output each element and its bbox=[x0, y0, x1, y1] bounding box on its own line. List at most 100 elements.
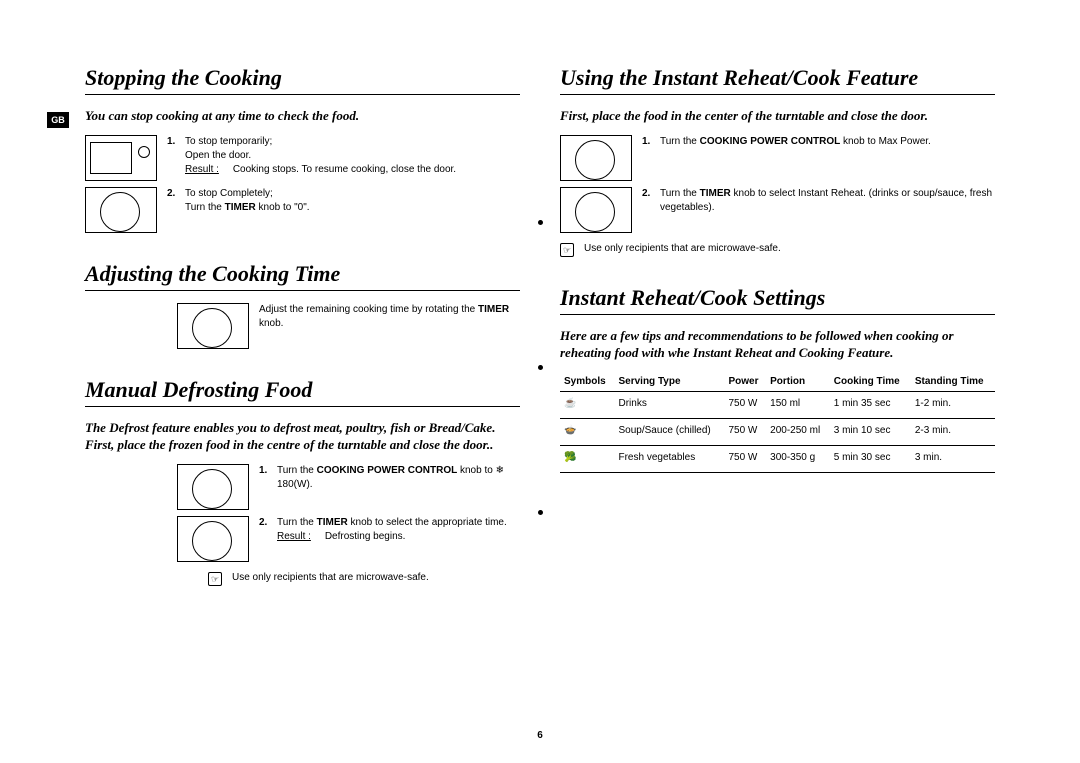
cell-symbol: 🥦 bbox=[560, 445, 614, 472]
step-body: Turn the TIMER knob to select the approp… bbox=[277, 516, 507, 544]
text: 180(W). bbox=[277, 479, 313, 490]
cell-type: Soup/Sauce (chilled) bbox=[614, 418, 724, 445]
heading-stopping: Stopping the Cooking bbox=[85, 65, 520, 95]
note-text: Use only recipients that are microwave-s… bbox=[232, 572, 429, 583]
timer-dial-illustration bbox=[177, 516, 249, 562]
step-number: 1. bbox=[259, 464, 271, 492]
cell-power: 750 W bbox=[724, 418, 766, 445]
result-label: Result : bbox=[185, 164, 219, 175]
cell-type: Drinks bbox=[614, 391, 724, 418]
step-body: Turn the COOKING POWER CONTROL knob to M… bbox=[660, 135, 931, 149]
column-divider-dots bbox=[538, 65, 543, 515]
cell-portion: 300-350 g bbox=[766, 445, 830, 472]
intro-settings: Here are a few tips and recommendations … bbox=[560, 327, 995, 362]
step-block: 1. Turn the COOKING POWER CONTROL knob t… bbox=[642, 135, 931, 153]
cell-power: 750 W bbox=[724, 445, 766, 472]
text: knob to select the appropriate time. bbox=[348, 517, 507, 528]
intro-defrost: The Defrost feature enables you to defro… bbox=[85, 419, 520, 454]
note-icon: ☞ bbox=[208, 572, 222, 586]
step-number: 2. bbox=[642, 187, 654, 215]
table-row: ☕ Drinks 750 W 150 ml 1 min 35 sec 1-2 m… bbox=[560, 391, 995, 418]
step-number: 1. bbox=[642, 135, 654, 149]
dot-icon bbox=[538, 365, 543, 370]
cell-symbol: 🍲 bbox=[560, 418, 614, 445]
cell-time: 1 min 35 sec bbox=[830, 391, 911, 418]
section-adjusting-time: Adjusting the Cooking Time Adjust the re… bbox=[85, 261, 520, 349]
col-power: Power bbox=[724, 372, 766, 392]
step-body: To stop temporarily; Open the door. Resu… bbox=[185, 135, 456, 177]
power-dial-illustration bbox=[560, 135, 632, 181]
text: Turn the bbox=[277, 465, 317, 476]
bold-text: TIMER bbox=[317, 517, 348, 528]
heading-adjusting: Adjusting the Cooking Time bbox=[85, 261, 520, 291]
text: knob to Max Power. bbox=[840, 136, 931, 147]
text: Turn the bbox=[185, 202, 225, 213]
region-badge: GB bbox=[47, 112, 69, 128]
col-cooking-time: Cooking Time bbox=[830, 372, 911, 392]
step-block: 2. To stop Completely; Turn the TIMER kn… bbox=[167, 187, 310, 219]
cell-stand: 3 min. bbox=[911, 445, 995, 472]
section-instant-reheat: Using the Instant Reheat/Cook Feature Fi… bbox=[560, 65, 995, 257]
cell-stand: 1-2 min. bbox=[911, 391, 995, 418]
text: knob to "0". bbox=[256, 202, 310, 213]
text: Turn the bbox=[660, 188, 700, 199]
col-symbols: Symbols bbox=[560, 372, 614, 392]
vegetables-icon: 🥦 bbox=[564, 452, 586, 466]
step-row: 2. Turn the TIMER knob to select the app… bbox=[85, 516, 520, 562]
step-row: 1. Turn the COOKING POWER CONTROL knob t… bbox=[85, 464, 520, 510]
step-row: 2. Turn the TIMER knob to select Instant… bbox=[560, 187, 995, 233]
cell-type: Fresh vegetables bbox=[614, 445, 724, 472]
text: Turn the bbox=[277, 517, 317, 528]
section-stopping-cooking: Stopping the Cooking You can stop cookin… bbox=[85, 65, 520, 233]
step-body: Adjust the remaining cooking time by rot… bbox=[259, 303, 520, 331]
dot-icon bbox=[538, 220, 543, 225]
step-number: 2. bbox=[259, 516, 271, 544]
bold-text: COOKING POWER CONTROL bbox=[700, 136, 841, 147]
bowl-icon: 🍲 bbox=[564, 425, 586, 439]
step-number: 1. bbox=[167, 135, 179, 177]
cell-symbol: ☕ bbox=[560, 391, 614, 418]
dot-icon bbox=[538, 510, 543, 515]
intro-reheat: First, place the food in the center of t… bbox=[560, 107, 995, 125]
timer-dial-illustration bbox=[177, 303, 249, 349]
cell-power: 750 W bbox=[724, 391, 766, 418]
cell-portion: 150 ml bbox=[766, 391, 830, 418]
section-manual-defrost: Manual Defrosting Food The Defrost featu… bbox=[85, 377, 520, 586]
cell-time: 3 min 10 sec bbox=[830, 418, 911, 445]
step-body: Turn the TIMER knob to select Instant Re… bbox=[660, 187, 995, 215]
note-row: ☞ Use only recipients that are microwave… bbox=[85, 572, 520, 586]
table-row: 🥦 Fresh vegetables 750 W 300-350 g 5 min… bbox=[560, 445, 995, 472]
text: To stop Completely; bbox=[185, 188, 273, 199]
microwave-illustration bbox=[85, 135, 157, 181]
heading-defrost: Manual Defrosting Food bbox=[85, 377, 520, 407]
text: Turn the bbox=[660, 136, 700, 147]
step-body: Turn the COOKING POWER CONTROL knob to ❄… bbox=[277, 464, 504, 492]
right-column: Using the Instant Reheat/Cook Feature Fi… bbox=[540, 65, 995, 614]
bold-text: COOKING POWER CONTROL bbox=[317, 465, 458, 476]
step-row: 1. Turn the COOKING POWER CONTROL knob t… bbox=[560, 135, 995, 181]
heading-reheat: Using the Instant Reheat/Cook Feature bbox=[560, 65, 995, 95]
text: To stop temporarily; bbox=[185, 136, 272, 147]
step-body: To stop Completely; Turn the TIMER knob … bbox=[185, 187, 310, 215]
power-dial-illustration bbox=[177, 464, 249, 510]
page-number: 6 bbox=[0, 730, 1080, 741]
note-icon: ☞ bbox=[560, 243, 574, 257]
note-row: ☞ Use only recipients that are microwave… bbox=[529, 243, 995, 257]
note-text: Use only recipients that are microwave-s… bbox=[584, 243, 781, 254]
step-block: 2. Turn the TIMER knob to select the app… bbox=[259, 516, 507, 548]
bold-text: TIMER bbox=[225, 202, 256, 213]
table-row: 🍲 Soup/Sauce (chilled) 750 W 200-250 ml … bbox=[560, 418, 995, 445]
cell-portion: 200-250 ml bbox=[766, 418, 830, 445]
timer-dial-illustration bbox=[560, 187, 632, 233]
timer-dial-illustration bbox=[85, 187, 157, 233]
result-label: Result : bbox=[277, 531, 311, 542]
step-block: 1. Turn the COOKING POWER CONTROL knob t… bbox=[259, 464, 504, 496]
settings-table: Symbols Serving Type Power Portion Cooki… bbox=[560, 372, 995, 473]
step-block: 1. To stop temporarily; Open the door. R… bbox=[167, 135, 456, 181]
text: Adjust the remaining cooking time by rot… bbox=[259, 304, 478, 315]
table-header-row: Symbols Serving Type Power Portion Cooki… bbox=[560, 372, 995, 392]
heading-settings: Instant Reheat/Cook Settings bbox=[560, 285, 995, 315]
step-row: 2. To stop Completely; Turn the TIMER kn… bbox=[85, 187, 520, 233]
step-row: Adjust the remaining cooking time by rot… bbox=[85, 303, 520, 349]
step-row: 1. To stop temporarily; Open the door. R… bbox=[85, 135, 520, 181]
